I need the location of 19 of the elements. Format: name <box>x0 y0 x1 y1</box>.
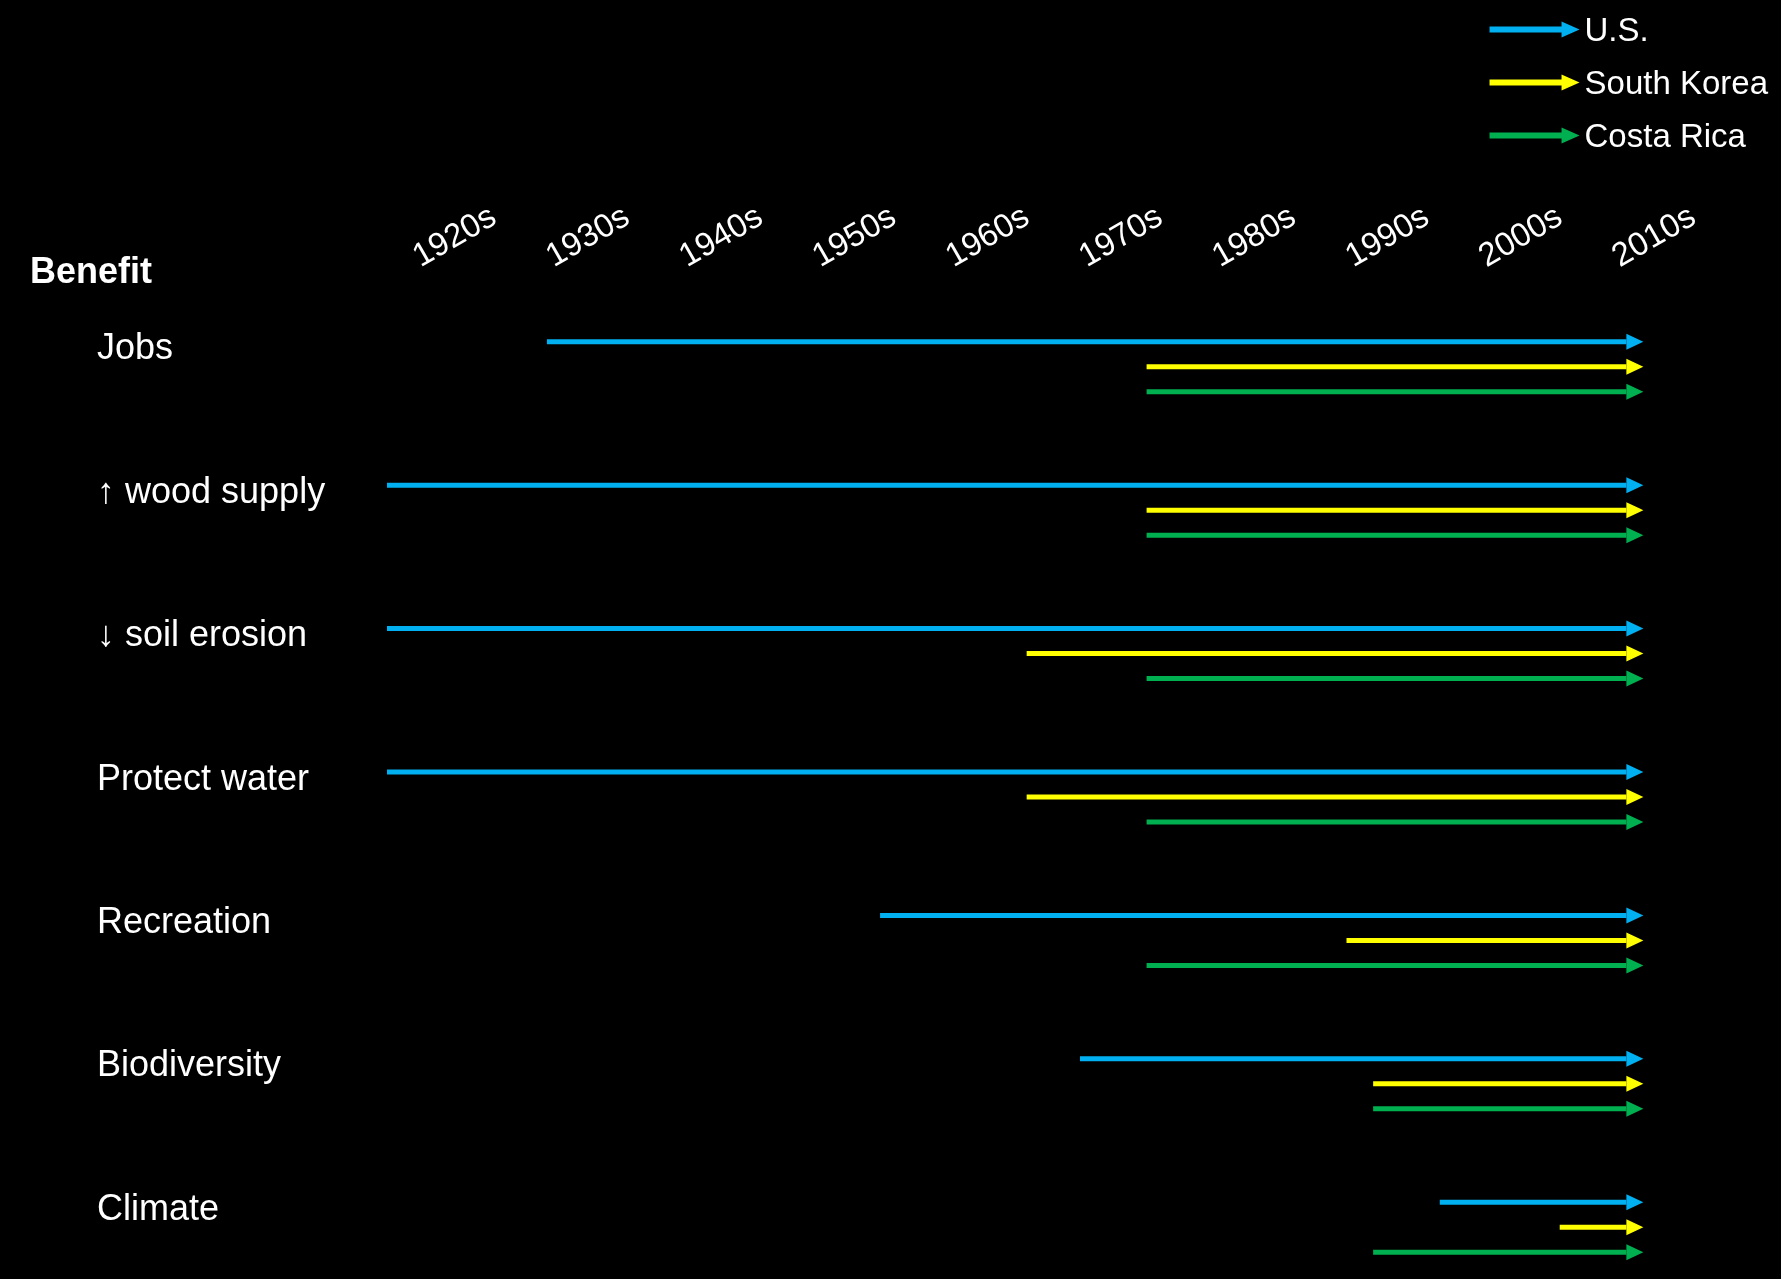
legend-label: U.S. <box>1584 11 1649 48</box>
y-tick-label: Climate <box>97 1186 220 1228</box>
y-tick-label: ↑ wood supply <box>97 469 326 511</box>
x-tick-label: 1950s <box>805 196 902 274</box>
x-tick-label: 1960s <box>938 196 1035 274</box>
y-tick-label: Protect water <box>97 756 310 798</box>
legend-label: South Korea <box>1584 64 1769 101</box>
y-axis-title: Benefit <box>30 249 153 291</box>
y-tick-label: ↓ soil erosion <box>97 613 308 655</box>
x-tick-label: 1990s <box>1338 196 1435 274</box>
x-tick-label: 1920s <box>405 196 502 274</box>
x-tick-label: 1980s <box>1205 196 1302 274</box>
x-tick-label: 1940s <box>671 196 769 274</box>
y-tick-label: Jobs <box>97 326 174 368</box>
legend-label: Costa Rica <box>1584 117 1747 154</box>
y-tick-label: Biodiversity <box>97 1043 282 1085</box>
x-tick-label: 1930s <box>538 196 636 274</box>
y-tick-label: Recreation <box>97 899 272 941</box>
x-tick-label: 1970s <box>1071 196 1169 274</box>
